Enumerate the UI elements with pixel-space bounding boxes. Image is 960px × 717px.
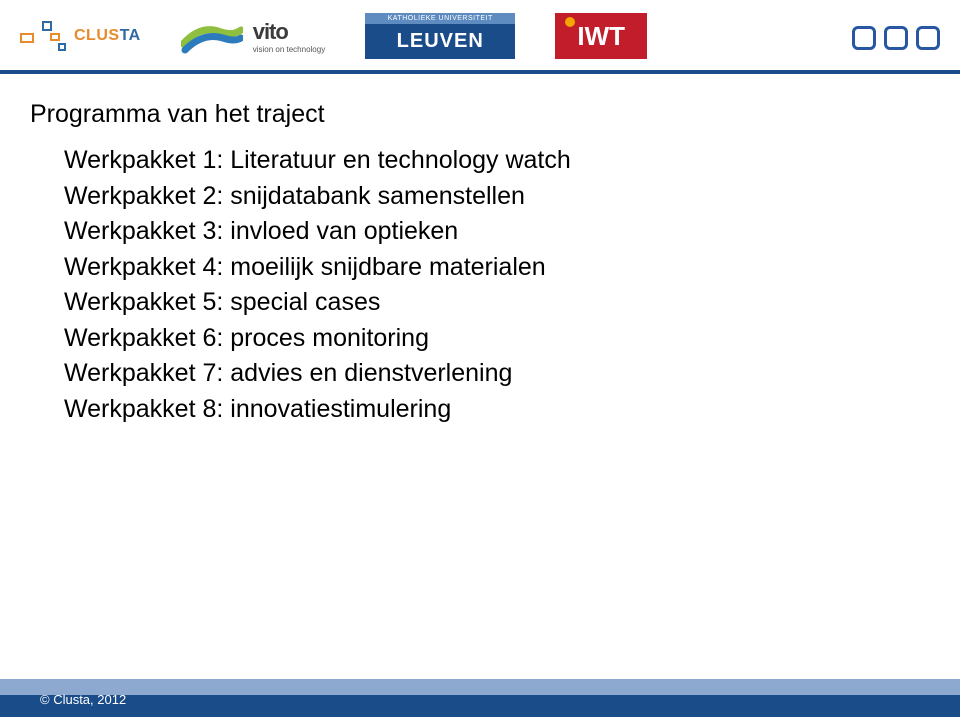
decorative-boxes bbox=[852, 26, 940, 50]
iwt-logo: IWT bbox=[555, 13, 647, 59]
vito-swoosh-icon bbox=[181, 18, 243, 54]
clusta-square-icon bbox=[20, 33, 34, 43]
iwt-dot-icon bbox=[565, 17, 575, 27]
vito-logo: vito vision on technology bbox=[181, 18, 326, 54]
clusta-square-icon bbox=[42, 21, 52, 31]
list-item: Werkpakket 3: invloed van optieken bbox=[64, 214, 930, 250]
list-item: Werkpakket 1: Literatuur en technology w… bbox=[64, 143, 930, 179]
list-item: Werkpakket 6: proces monitoring bbox=[64, 321, 930, 357]
logo-row: CLUSTA vito vision on technology KATHOLI… bbox=[20, 8, 940, 64]
vito-subtitle: vision on technology bbox=[253, 45, 326, 54]
list-item: Werkpakket 8: innovatiestimulering bbox=[64, 392, 930, 428]
item-list: Werkpakket 1: Literatuur en technology w… bbox=[64, 143, 930, 427]
leuven-main-text: LEUVEN bbox=[365, 24, 515, 59]
box-icon bbox=[852, 26, 876, 50]
vito-text: vito bbox=[253, 19, 326, 45]
clusta-text: CLUSTA bbox=[74, 27, 141, 45]
vito-text-block: vito vision on technology bbox=[253, 19, 326, 54]
header-rule bbox=[0, 70, 960, 74]
list-item: Werkpakket 2: snijdatabank samenstellen bbox=[64, 179, 930, 215]
list-item: Werkpakket 4: moeilijk snijdbare materia… bbox=[64, 250, 930, 286]
clusta-shapes-icon bbox=[20, 21, 68, 51]
clusta-logo: CLUSTA bbox=[20, 21, 141, 51]
slide: CLUSTA vito vision on technology KATHOLI… bbox=[0, 0, 960, 717]
box-icon bbox=[916, 26, 940, 50]
list-item: Werkpakket 5: special cases bbox=[64, 285, 930, 321]
clusta-square-icon bbox=[50, 33, 60, 41]
copyright: © Clusta, 2012 bbox=[40, 692, 126, 707]
iwt-text: IWT bbox=[577, 21, 625, 52]
leuven-logo: KATHOLIEKE UNIVERSITEIT LEUVEN bbox=[365, 13, 515, 59]
footer-inner bbox=[0, 695, 960, 717]
box-icon bbox=[884, 26, 908, 50]
page-title: Programma van het traject bbox=[30, 100, 930, 129]
list-item: Werkpakket 7: advies en dienstverlening bbox=[64, 356, 930, 392]
leuven-top-text: KATHOLIEKE UNIVERSITEIT bbox=[365, 13, 515, 24]
content: Programma van het traject Werkpakket 1: … bbox=[30, 100, 930, 427]
clusta-square-icon bbox=[58, 43, 66, 51]
